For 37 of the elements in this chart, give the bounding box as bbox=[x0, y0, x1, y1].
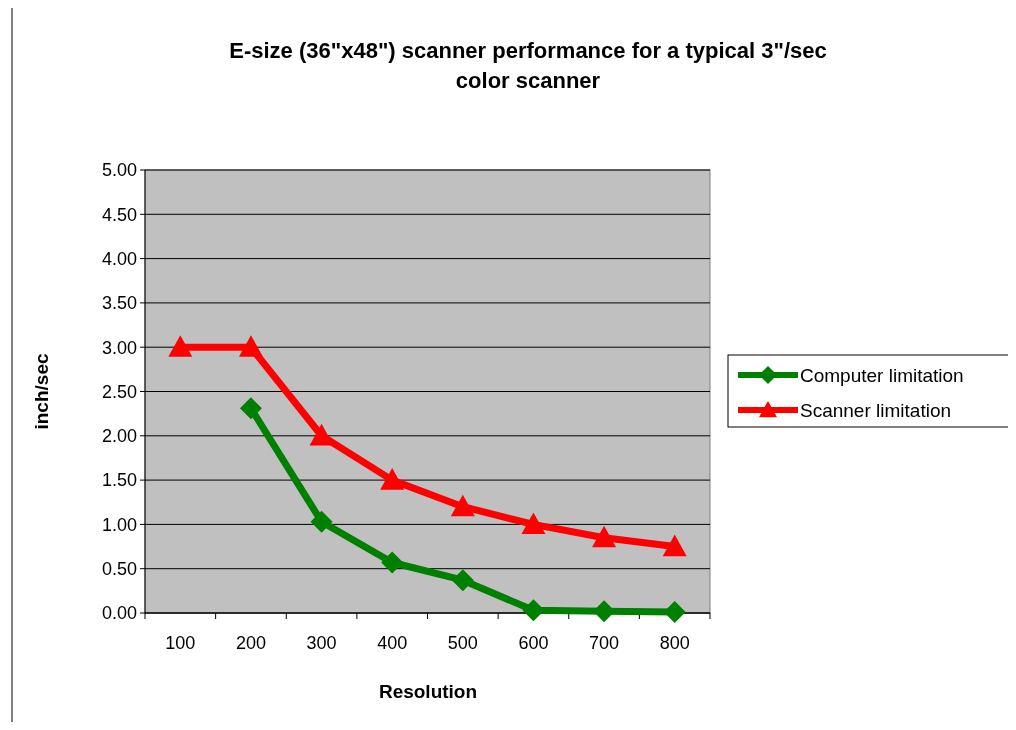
y-tick-label: 1.50 bbox=[101, 470, 137, 491]
x-tick-label: 400 bbox=[377, 633, 408, 653]
y-axis-title: inch/sec bbox=[31, 353, 52, 430]
y-tick-label: 3.50 bbox=[101, 293, 137, 314]
x-tick-label: 800 bbox=[659, 633, 690, 653]
y-tick-label: 3.00 bbox=[101, 337, 137, 358]
x-tick-label: 600 bbox=[518, 633, 549, 653]
y-tick-label: 1.00 bbox=[101, 514, 137, 535]
point bbox=[450, 494, 475, 517]
x-tick-label: 700 bbox=[589, 633, 620, 653]
chart-title: E-size (36"x48") scanner performance for a typical 3"/sec color scanner bbox=[229, 38, 827, 93]
x-axis-title: Resolution bbox=[378, 681, 478, 702]
point bbox=[451, 569, 474, 592]
y-tick-label: 0.50 bbox=[101, 559, 137, 579]
point bbox=[239, 397, 262, 420]
x-tick-label: 200 bbox=[235, 633, 266, 653]
y-tick-label: 0.00 bbox=[101, 603, 137, 624]
y-tick-label: 5.00 bbox=[101, 160, 137, 181]
x-tick-label: 500 bbox=[447, 633, 478, 653]
legend-label: Computer limitation bbox=[800, 364, 964, 386]
y-tick-label: 4.00 bbox=[101, 248, 137, 269]
point bbox=[521, 512, 546, 534]
point bbox=[168, 335, 193, 357]
point bbox=[663, 601, 686, 624]
y-tick-label: 4.50 bbox=[101, 204, 137, 225]
point bbox=[592, 525, 617, 548]
point bbox=[381, 551, 404, 574]
point bbox=[310, 510, 333, 533]
point bbox=[309, 423, 334, 446]
y-tick-label: 2.00 bbox=[101, 426, 137, 447]
point bbox=[238, 335, 263, 357]
legend-label: Scanner limitation bbox=[800, 399, 952, 421]
point bbox=[662, 534, 687, 557]
x-tick-label: 100 bbox=[165, 633, 196, 653]
y-tick-label: 2.50 bbox=[101, 381, 137, 402]
point bbox=[380, 468, 405, 490]
x-tick-label: 300 bbox=[306, 633, 337, 653]
